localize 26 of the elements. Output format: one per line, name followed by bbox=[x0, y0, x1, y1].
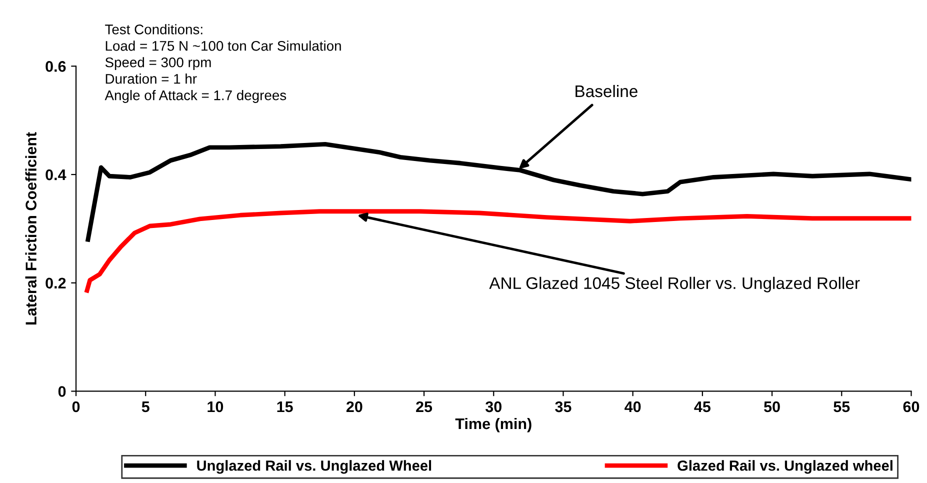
annotation: Baseline bbox=[576, 84, 638, 98]
x-tick-label: 50 bbox=[764, 401, 780, 412]
x-tick-label: 60 bbox=[903, 401, 920, 412]
x-tick-label: 5 bbox=[142, 402, 150, 412]
x-axis-title: Time (min) bbox=[455, 418, 532, 432]
x-tick-label: 40 bbox=[624, 401, 641, 412]
y-tick-label: 0.6 bbox=[46, 61, 66, 72]
y-tick-label: 0.2 bbox=[46, 278, 66, 289]
y-tick-label: 0.4 bbox=[46, 169, 66, 180]
x-tick-label: 10 bbox=[208, 401, 224, 412]
x-tick-label: 15 bbox=[277, 402, 293, 412]
x-tick-label: 0 bbox=[72, 401, 80, 412]
x-tick-label: 35 bbox=[555, 401, 572, 412]
line-series bbox=[86, 142, 912, 242]
y-tick-label: 0 bbox=[58, 386, 66, 397]
line-series bbox=[84, 209, 912, 293]
annotation: ANL Glazed 1045 Steel Roller vs. Unglazed Roller bbox=[489, 276, 860, 292]
legend-label: Glazed Rail vs. Unglazed wheel bbox=[678, 460, 892, 474]
x-tick-label: 55 bbox=[834, 402, 850, 412]
y-axis-title: Lateral Friction Coefficient bbox=[25, 132, 36, 324]
legend-label: Unglazed Rail vs. Unglazed Wheel bbox=[197, 460, 432, 474]
x-tick-label: 30 bbox=[485, 401, 502, 412]
x-tick-label: 25 bbox=[416, 401, 432, 412]
x-tick-label: 45 bbox=[694, 402, 711, 412]
x-tick-label: 20 bbox=[346, 401, 362, 412]
annotation: Test Conditions: Load = 175 N ~100 ton Car Simulation Speed = 300 rpm Duration = 1 hr Angle of Attack = 1.7 degrees bbox=[104, 24, 341, 103]
